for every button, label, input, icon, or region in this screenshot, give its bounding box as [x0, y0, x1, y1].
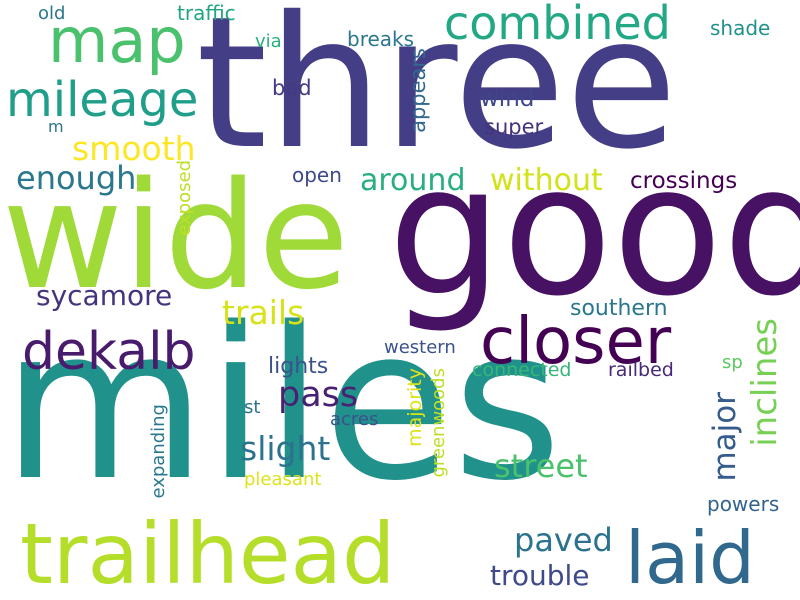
word-without: without	[490, 163, 603, 198]
word-via: via	[255, 31, 282, 52]
word-mileage: mileage	[6, 72, 199, 128]
word-exposed: exposed	[174, 160, 195, 236]
word-miles: miles	[2, 282, 562, 527]
word-crossings: crossings	[630, 168, 738, 194]
word-laid: laid	[625, 516, 755, 600]
word-slight: slight	[240, 429, 331, 468]
word-dekalb: dekalb	[22, 322, 196, 382]
word-sycamore: sycamore	[36, 279, 173, 312]
word-smooth: smooth	[72, 129, 196, 168]
word-old: old	[38, 3, 66, 24]
word-majority: majority	[404, 368, 426, 447]
word-western: western	[384, 337, 456, 358]
word-expanding: expanding	[148, 404, 169, 499]
word-closer: closer	[480, 305, 672, 379]
word-pass: pass	[278, 375, 359, 415]
word-shade: shade	[710, 16, 771, 40]
word-breaks: breaks	[347, 27, 415, 51]
word-trails: trails	[222, 293, 305, 332]
word-railbed: railbed	[608, 359, 674, 381]
word-street: street	[494, 447, 588, 485]
word-open: open	[292, 163, 342, 187]
word-trailhead: trailhead	[20, 505, 396, 600]
word-combined: combined	[444, 0, 671, 50]
word-acres: acres	[330, 409, 379, 430]
word-around: around	[360, 163, 466, 198]
word-bad: bad	[272, 76, 312, 100]
word-greenwoods: greenwoods	[428, 368, 449, 478]
word-map: map	[48, 4, 186, 77]
word-inclines: inclines	[745, 318, 785, 447]
word-pleasant: pleasant	[244, 469, 322, 490]
word-super: super	[484, 115, 544, 139]
word-enough: enough	[16, 159, 137, 197]
word-good: good	[388, 127, 800, 336]
word-major: major	[707, 392, 743, 482]
word-three: three	[196, 0, 678, 189]
word-m: m	[48, 117, 64, 136]
word-traffic: traffic	[177, 1, 236, 25]
word-wide: wide	[2, 150, 350, 322]
word-sp: sp	[722, 352, 743, 373]
word-lights: lights	[268, 354, 329, 379]
word-paved: paved	[514, 521, 613, 559]
word-wind: wind	[480, 86, 535, 112]
word-connected: connected	[472, 359, 572, 381]
word-trouble: trouble	[490, 559, 590, 592]
word-appears: appears	[406, 48, 430, 133]
word-powers: powers	[707, 492, 780, 516]
word-southern: southern	[570, 296, 668, 321]
word-st: st	[244, 397, 261, 418]
